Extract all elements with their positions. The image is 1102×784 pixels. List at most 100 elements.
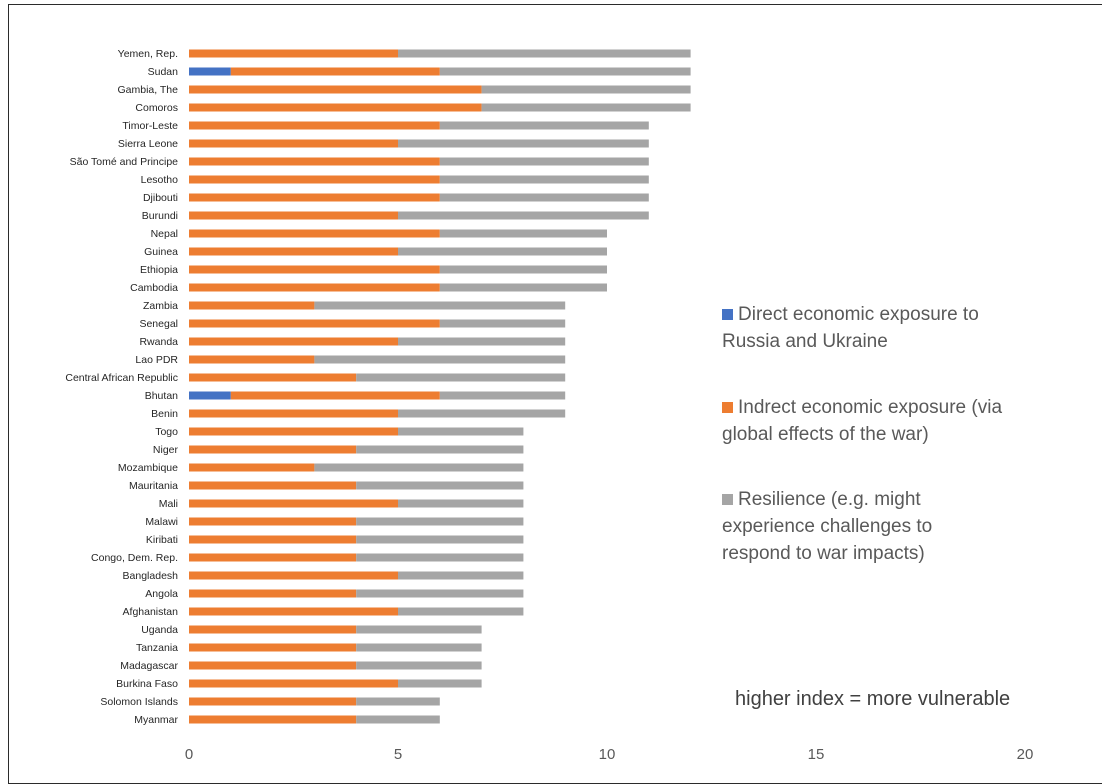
bar-segment-series-2 — [189, 517, 357, 526]
category-label: Niger — [153, 444, 179, 456]
bar-segment-series-2 — [189, 463, 315, 472]
bar-segment-series-3 — [356, 625, 482, 634]
category-label: Myanmar — [134, 714, 178, 726]
category-label: Congo, Dem. Rep. — [91, 552, 178, 564]
bar-segment-series-2 — [189, 337, 398, 346]
category-label: Uganda — [141, 624, 178, 636]
bar-segment-series-3 — [398, 247, 607, 256]
category-label: Gambia, The — [117, 84, 178, 96]
category-label: Mozambique — [118, 462, 178, 474]
bar-segment-series-2 — [189, 175, 440, 184]
bar-segment-series-3 — [439, 193, 649, 202]
bar-segment-series-3 — [356, 553, 524, 562]
legend: Direct economic exposure to Russia and Uk… — [722, 304, 1002, 564]
bar-segment-series-3 — [481, 85, 691, 94]
bar-segment-series-1 — [189, 67, 231, 76]
bar-segment-series-3 — [398, 211, 649, 220]
bar-segment-series-2 — [189, 697, 357, 706]
bar-segment-series-3 — [398, 571, 524, 580]
bar-segment-series-2 — [189, 265, 440, 274]
bar-segment-series-2 — [230, 391, 440, 400]
bar-segment-series-3 — [398, 427, 524, 436]
x-tick-label: 5 — [394, 746, 402, 763]
category-label: Timor-Leste — [122, 120, 178, 132]
category-label: Mauritania — [129, 480, 178, 492]
category-label: Ethiopia — [140, 264, 178, 276]
bar-segment-series-2 — [189, 229, 440, 238]
bar-segment-series-2 — [189, 679, 398, 688]
legend-swatch — [722, 309, 733, 320]
bar-segment-series-2 — [189, 211, 398, 220]
bar-segment-series-3 — [439, 121, 649, 130]
bar-segment-series-2 — [189, 625, 357, 634]
vulnerability-note: higher index = more vulnerable — [735, 688, 1010, 710]
bar-segment-series-3 — [398, 499, 524, 508]
category-label: Tanzania — [136, 642, 178, 654]
bar-segment-series-3 — [398, 409, 566, 418]
category-label: Kiribati — [146, 534, 178, 546]
category-label: Malawi — [145, 516, 178, 528]
bar-segment-series-2 — [189, 481, 357, 490]
legend-label: global effects of the war) — [722, 424, 929, 445]
bar-segment-series-3 — [314, 463, 524, 472]
bar-segment-series-2 — [230, 67, 440, 76]
bar-segment-series-3 — [439, 175, 649, 184]
bar-segment-series-3 — [314, 301, 566, 310]
category-label: São Tomé and Principe — [70, 156, 179, 168]
category-label: Bhutan — [145, 390, 178, 402]
bar-segment-series-2 — [189, 589, 357, 598]
category-label: Central African Republic — [65, 372, 178, 384]
bar-segment-series-3 — [356, 661, 482, 670]
bar-segment-series-3 — [439, 283, 607, 292]
bar-segment-series-2 — [189, 553, 357, 562]
bar-segment-series-3 — [439, 67, 691, 76]
bar-segment-series-2 — [189, 319, 440, 328]
category-label: Guinea — [144, 246, 178, 258]
category-label: Madagascar — [120, 660, 178, 672]
bar-segment-series-2 — [189, 445, 357, 454]
category-label: Sierra Leone — [118, 138, 178, 150]
bar-segment-series-3 — [314, 355, 566, 364]
bar-segment-series-2 — [189, 157, 440, 166]
legend-label: Direct economic exposure to — [738, 304, 979, 325]
bar-segment-series-3 — [481, 103, 691, 112]
legend-label: experience challenges to — [722, 516, 932, 537]
legend-label: Resilience (e.g. might — [738, 489, 921, 510]
x-tick-label: 15 — [808, 746, 825, 763]
category-label: Rwanda — [139, 336, 178, 348]
category-label: Solomon Islands — [100, 696, 178, 708]
category-label: Djibouti — [143, 192, 178, 204]
bar-segment-series-2 — [189, 247, 398, 256]
bar-segment-series-3 — [398, 679, 482, 688]
bar-segment-series-3 — [356, 697, 440, 706]
bar-segment-series-3 — [356, 445, 524, 454]
category-label: Angola — [145, 588, 178, 600]
bar-segment-series-2 — [189, 409, 398, 418]
category-label: Comoros — [135, 102, 178, 114]
bar-segment-series-2 — [189, 715, 357, 724]
category-label: Bangladesh — [123, 570, 179, 582]
bar-segment-series-3 — [439, 319, 566, 328]
bar-segment-series-2 — [189, 121, 440, 130]
bar-segment-series-2 — [189, 193, 440, 202]
bar-segment-series-2 — [189, 535, 357, 544]
bar-segment-series-3 — [356, 481, 524, 490]
bar-segment-series-3 — [356, 373, 566, 382]
bar-segment-series-3 — [439, 229, 607, 238]
legend-label: Russia and Ukraine — [722, 331, 888, 352]
bar-segment-series-3 — [439, 265, 607, 274]
bar-segment-series-2 — [189, 643, 357, 652]
legend-label: respond to war impacts) — [722, 543, 925, 564]
bars-group — [189, 49, 691, 724]
bar-segment-series-2 — [189, 301, 315, 310]
bar-segment-series-3 — [356, 643, 482, 652]
category-label: Burundi — [142, 210, 178, 222]
bar-segment-series-1 — [189, 391, 231, 400]
x-tick-label: 0 — [185, 746, 193, 763]
category-label: Togo — [155, 426, 178, 438]
category-label: Zambia — [143, 300, 178, 312]
bar-segment-series-3 — [356, 715, 440, 724]
category-label: Cambodia — [130, 282, 178, 294]
bar-segment-series-2 — [189, 283, 440, 292]
legend-swatch — [722, 494, 733, 505]
